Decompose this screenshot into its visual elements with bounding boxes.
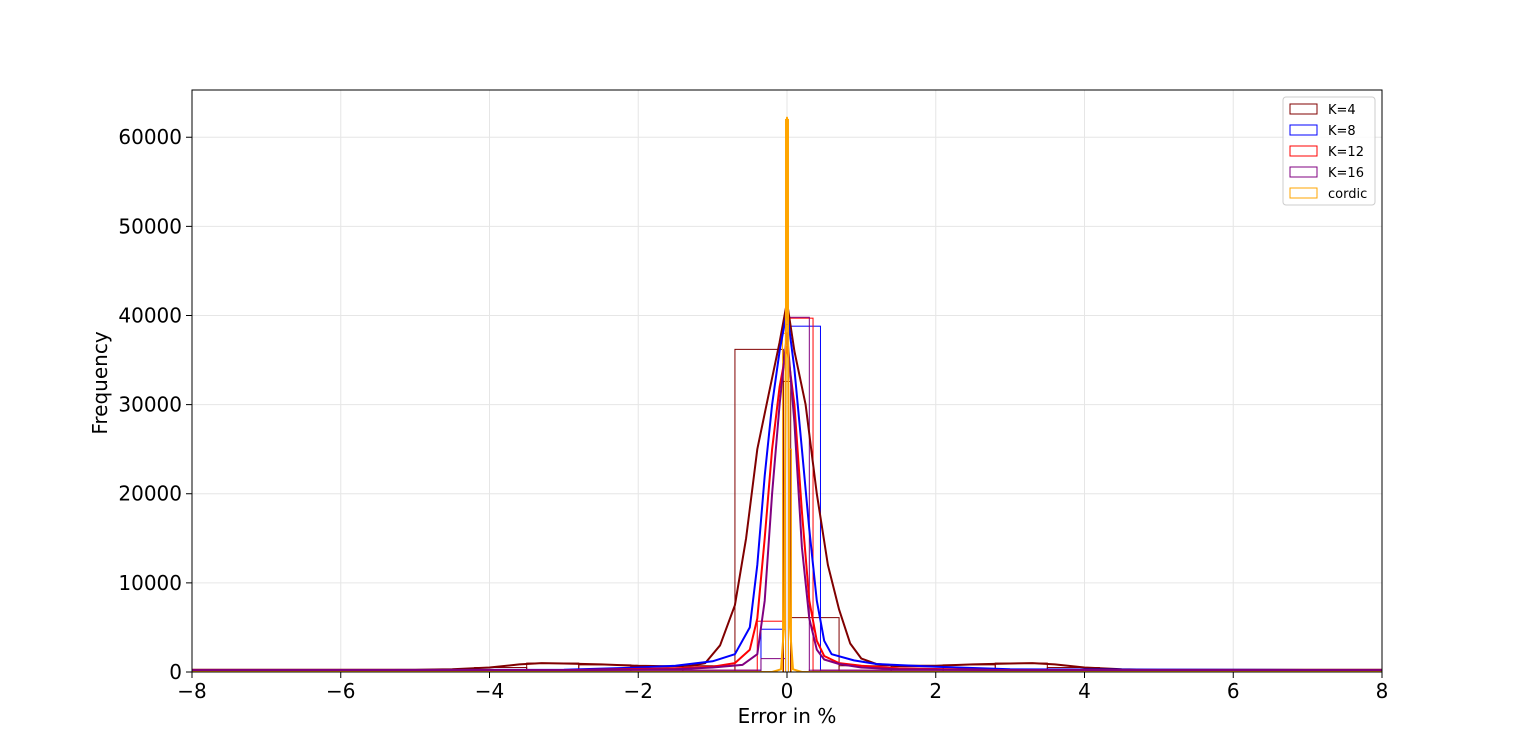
legend-swatch xyxy=(1289,166,1318,178)
legend: K=4 K=8 K=12 K=16 cordic xyxy=(1282,96,1376,206)
kde-curves xyxy=(192,116,1382,672)
y-tick-label: 30000 xyxy=(118,393,182,417)
x-tick-label: −6 xyxy=(326,679,355,703)
x-tick-label: 8 xyxy=(1376,679,1389,703)
kde-line-k-8 xyxy=(192,310,1382,672)
kde-line-k-16 xyxy=(192,332,1382,672)
y-tick-label: 10000 xyxy=(118,571,182,595)
legend-entry-label: K=4 xyxy=(1328,103,1356,118)
legend-swatch xyxy=(1289,145,1318,157)
hist-bar-k-4 xyxy=(782,380,792,672)
axis-ticks: −8 −6 −4 −2 0 2 4 6 8 0 10000 20000 30000 40000 50000 6… xyxy=(118,125,1388,703)
y-axis-label: Frequency xyxy=(88,331,112,434)
y-tick-label: 20000 xyxy=(118,482,182,506)
y-tick-label: 40000 xyxy=(118,303,182,327)
legend-entry-label: cordic xyxy=(1328,187,1367,202)
legend-swatch xyxy=(1289,187,1318,199)
legend-swatch xyxy=(1289,103,1318,115)
x-tick-label: 6 xyxy=(1227,679,1240,703)
legend-entry-label: K=12 xyxy=(1328,145,1364,160)
kde-line-cordic xyxy=(192,116,1382,672)
legend-swatch xyxy=(1289,124,1318,136)
y-tick-label: 50000 xyxy=(118,214,182,238)
x-tick-label: 2 xyxy=(929,679,942,703)
y-tick-label: 0 xyxy=(169,660,182,684)
y-tick-label: 60000 xyxy=(118,125,182,149)
legend-entry-label: K=8 xyxy=(1328,124,1356,139)
x-axis-label: Error in % xyxy=(738,704,837,728)
legend-frame xyxy=(1282,96,1376,206)
x-tick-label: −2 xyxy=(624,679,653,703)
x-tick-label: −4 xyxy=(475,679,504,703)
kde-line-k-12 xyxy=(192,345,1382,672)
x-tick-label: 0 xyxy=(781,679,794,703)
hist-bar-cordic xyxy=(787,448,792,672)
x-tick-label: 4 xyxy=(1078,679,1091,703)
x-tick-label: −8 xyxy=(177,679,206,703)
legend-entry-label: K=16 xyxy=(1328,166,1364,181)
